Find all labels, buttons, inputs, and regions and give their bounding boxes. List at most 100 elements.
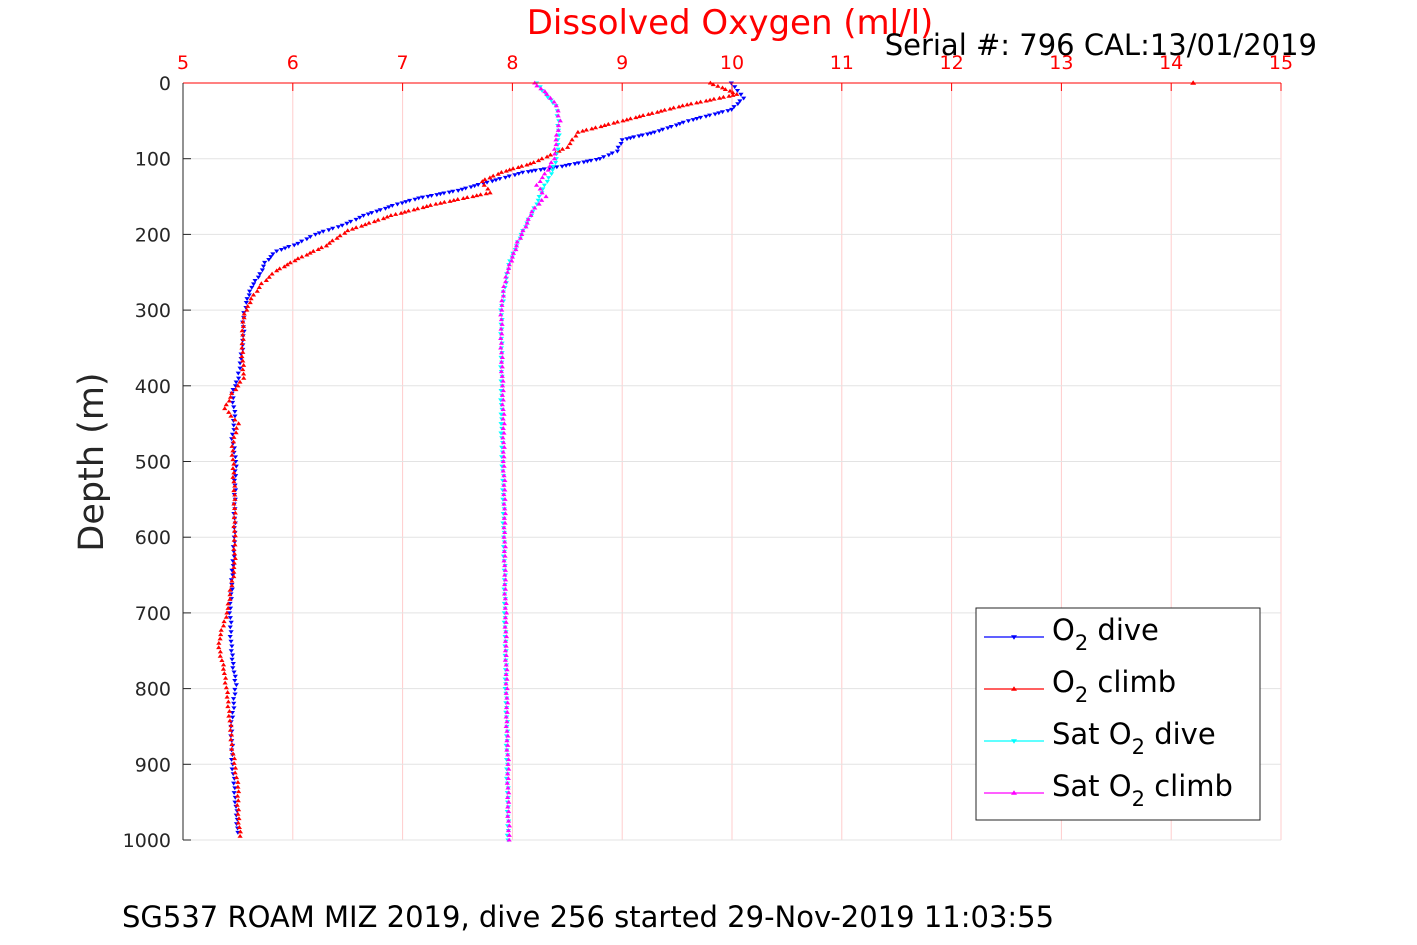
data-point (505, 733, 511, 738)
data-point (502, 539, 508, 544)
data-point (357, 215, 363, 220)
legend-entry: O2 climb (984, 665, 1176, 707)
data-point (503, 724, 509, 729)
data-point (505, 752, 511, 757)
data-point (671, 105, 677, 110)
data-point (553, 103, 559, 108)
data-point (398, 210, 404, 215)
data-point (310, 248, 316, 253)
data-point (506, 809, 512, 814)
data-point (506, 766, 512, 771)
data-point (484, 180, 490, 185)
data-point (495, 171, 501, 176)
data-point (598, 124, 604, 129)
data-point (506, 174, 512, 179)
data-point (498, 312, 504, 317)
data-point (225, 601, 231, 606)
data-point (233, 430, 239, 435)
data-point (618, 142, 624, 146)
data-point (235, 779, 241, 784)
data-point (555, 147, 561, 152)
data-point (230, 457, 236, 462)
data-point (563, 163, 569, 168)
data-point (337, 233, 343, 238)
data-point (575, 129, 581, 134)
data-point (260, 264, 267, 269)
data-point (722, 87, 728, 92)
data-point (483, 191, 489, 196)
data-point (232, 765, 239, 770)
data-point (516, 172, 522, 176)
data-point (716, 111, 722, 116)
data-point (513, 247, 519, 252)
data-point (505, 795, 511, 799)
data-point (349, 226, 356, 231)
data-point (228, 413, 234, 418)
x-tick-label: 10 (720, 52, 744, 74)
data-point (229, 657, 235, 662)
data-point (730, 92, 736, 97)
data-point (498, 350, 505, 355)
data-point (624, 137, 630, 142)
data-point (645, 132, 651, 137)
data-point (427, 202, 434, 207)
data-point (232, 510, 238, 515)
data-point (231, 488, 237, 493)
data-point (237, 361, 243, 366)
data-point (502, 567, 509, 572)
data-point (463, 186, 469, 191)
data-point (227, 616, 233, 620)
data-point (371, 219, 378, 224)
data-point (295, 256, 301, 261)
data-point (538, 86, 544, 91)
y-axis: 0 100 200 300 400 500 600 700 800 900 1000 (123, 73, 191, 852)
data-point (227, 596, 233, 601)
data-point (503, 629, 509, 634)
data-point (500, 449, 506, 454)
data-point (471, 184, 478, 189)
data-point (505, 785, 511, 790)
data-point (505, 743, 511, 747)
data-point (230, 559, 236, 564)
data-point (236, 789, 242, 794)
data-point (501, 440, 507, 445)
data-point (697, 115, 704, 120)
data-point (504, 747, 510, 752)
data-point (501, 492, 507, 497)
data-point (235, 820, 241, 825)
data-point (232, 519, 238, 524)
data-point (231, 569, 237, 574)
data-point (230, 666, 236, 671)
data-point (500, 388, 506, 393)
data-point (228, 737, 234, 742)
x-tick-label: 11 (830, 52, 854, 74)
data-point (549, 168, 556, 173)
data-point (236, 825, 242, 829)
data-point (502, 563, 508, 568)
data-point (553, 137, 559, 142)
data-point (503, 634, 510, 639)
data-point (377, 208, 383, 213)
data-point (556, 148, 562, 153)
data-point (502, 624, 508, 629)
data-point (505, 818, 512, 823)
data-point (512, 173, 518, 178)
data-point (299, 254, 305, 259)
data-point (537, 85, 543, 90)
data-point (499, 383, 506, 388)
data-point (241, 375, 247, 380)
data-point (557, 118, 563, 123)
data-point (500, 459, 506, 464)
data-point (389, 203, 395, 208)
data-point (256, 285, 262, 289)
data-point (234, 793, 241, 798)
data-point (502, 648, 509, 653)
data-point (559, 164, 565, 169)
data-point (266, 258, 272, 262)
data-point (386, 205, 392, 210)
data-point (531, 160, 537, 165)
data-point (569, 137, 575, 142)
data-point (729, 107, 735, 112)
data-point (500, 407, 506, 412)
data-point (232, 678, 238, 683)
